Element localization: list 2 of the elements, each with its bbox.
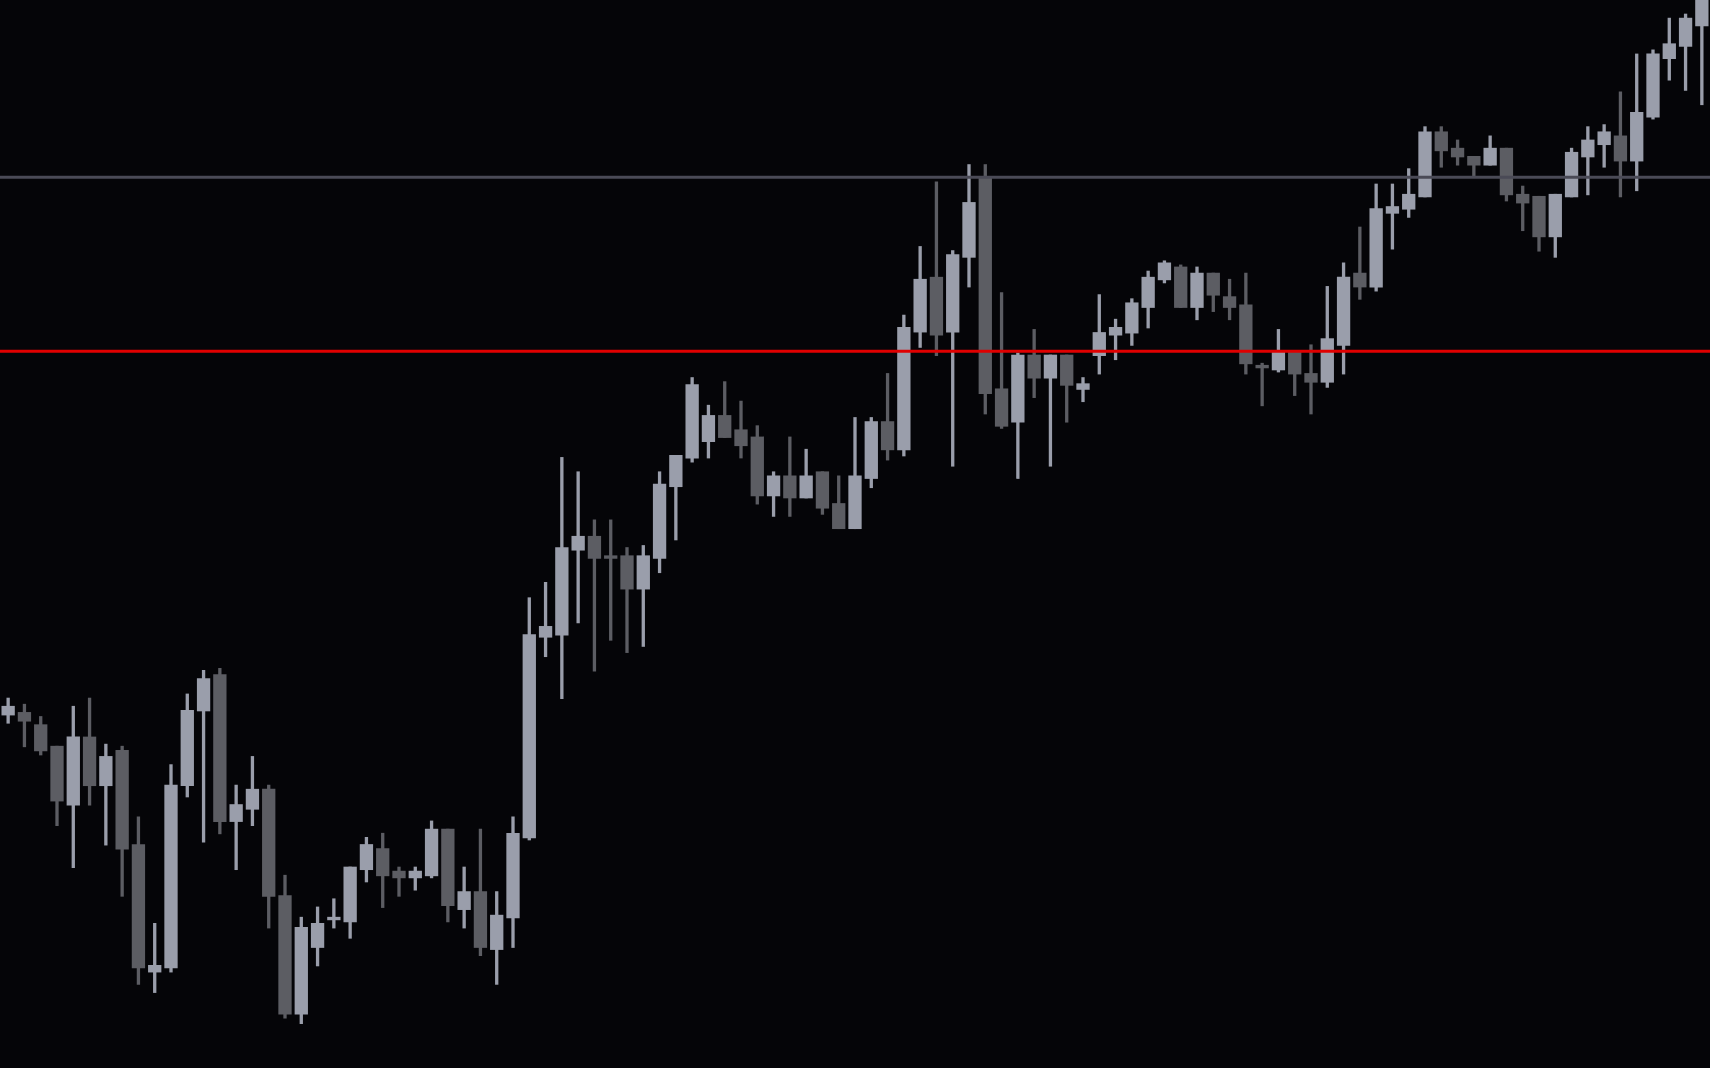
candlestick: [1353, 226, 1367, 300]
candlestick: [1255, 362, 1269, 407]
